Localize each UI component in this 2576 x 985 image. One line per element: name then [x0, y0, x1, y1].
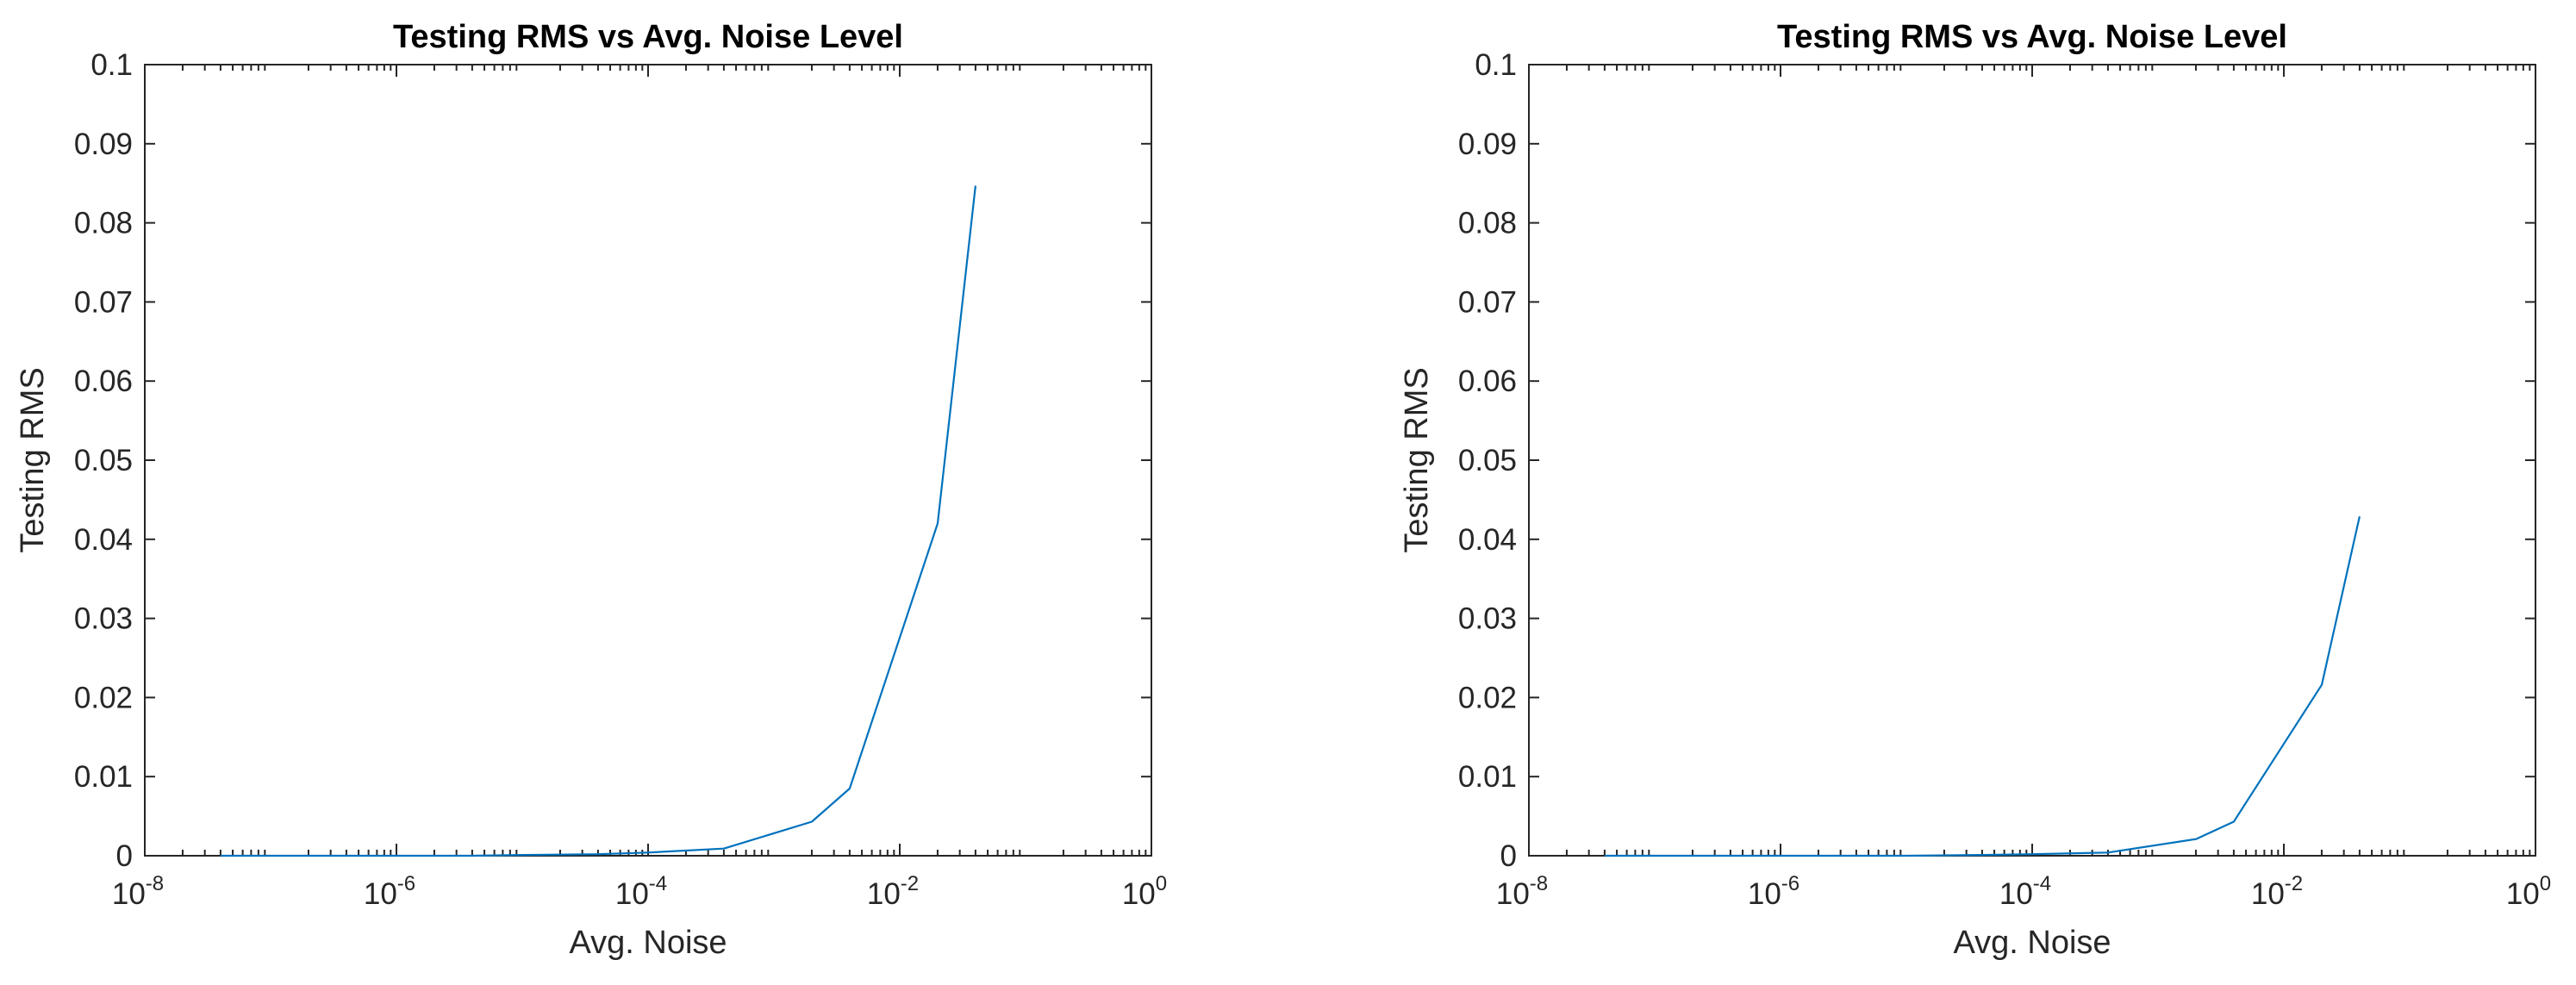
y-tick-label: 0.1 — [90, 48, 133, 82]
chart-title: Testing RMS vs Avg. Noise Level — [1777, 19, 2287, 55]
x-tick-label-exponent: 0 — [1156, 872, 1167, 895]
y-tick-label: 0.06 — [1458, 365, 1517, 398]
x-tick-label-exponent: -2 — [901, 872, 919, 895]
x-tick-label: 10-8 — [112, 872, 164, 911]
x-tick-label-base: 10 — [867, 877, 901, 911]
y-tick-label: 0.03 — [74, 602, 133, 636]
x-tick-label: 10-4 — [1999, 872, 2051, 911]
x-axis-label: Avg. Noise — [569, 925, 727, 961]
x-tick-label-base: 10 — [112, 877, 146, 911]
x-tick-label-exponent: -4 — [2033, 872, 2051, 895]
y-tick-label: 0.01 — [74, 760, 133, 794]
y-tick-label: 0.04 — [1458, 523, 1517, 557]
x-tick-label-exponent: -8 — [1530, 872, 1548, 895]
plot-area-frame — [1528, 64, 2536, 857]
x-tick-label-exponent: 0 — [2540, 872, 2551, 895]
x-tick-label-base: 10 — [1496, 877, 1530, 911]
x-tick-label-base: 10 — [364, 877, 397, 911]
y-tick-label: 0 — [116, 839, 133, 873]
plot-area-frame — [144, 64, 1152, 857]
x-tick-label-base: 10 — [1999, 877, 2033, 911]
x-tick-label-base: 10 — [2506, 877, 2540, 911]
x-tick-label: 10-2 — [867, 872, 919, 911]
x-tick-label: 10-6 — [1748, 872, 1799, 911]
y-tick-label: 0.09 — [74, 128, 133, 161]
x-tick-label-base: 10 — [1748, 877, 1781, 911]
y-tick-label: 0.1 — [1475, 48, 1517, 82]
y-tick-label: 0.06 — [74, 365, 133, 398]
x-tick-label-exponent: -6 — [1781, 872, 1799, 895]
series-line — [220, 185, 976, 857]
x-tick-label-exponent: -2 — [2285, 872, 2303, 895]
series-line — [1604, 515, 2361, 857]
y-tick-label: 0.04 — [74, 523, 133, 557]
x-tick-label: 10-2 — [2251, 872, 2303, 911]
y-tick-label: 0.05 — [74, 444, 133, 477]
y-tick-label: 0.08 — [1458, 207, 1517, 240]
x-tick-label: 10-6 — [364, 872, 415, 911]
y-tick-label: 0.02 — [1458, 681, 1517, 714]
x-axis-label: Avg. Noise — [1953, 925, 2111, 961]
x-tick-label: 10-8 — [1496, 872, 1548, 911]
x-tick-label-base: 10 — [2251, 877, 2285, 911]
y-tick-label: 0 — [1500, 839, 1517, 873]
y-tick-label: 0.09 — [1458, 128, 1517, 161]
chart-panel-right: 0 0.01 0.02 0.03 0.04 0.05 0.06 0.07 0.08 0.09 0.1… — [1399, 19, 2551, 961]
chart-title: Testing RMS vs Avg. Noise Level — [393, 19, 903, 55]
chart-panel-left: 0 0.01 0.02 0.03 0.04 0.05 0.06 0.07 0.08 0.09 0.1… — [15, 19, 1167, 961]
x-tick-label: 100 — [2506, 872, 2551, 911]
y-tick-label: 0.08 — [74, 207, 133, 240]
x-tick-label-exponent: -4 — [649, 872, 667, 895]
x-tick-label-base: 10 — [1122, 877, 1156, 911]
y-tick-label: 0.05 — [1458, 444, 1517, 477]
x-tick-label: 100 — [1122, 872, 1167, 911]
x-tick-label: 10-4 — [615, 872, 667, 911]
x-tick-label-exponent: -6 — [397, 872, 415, 895]
y-axis-label: Testing RMS — [15, 367, 51, 552]
y-tick-label: 0.01 — [1458, 760, 1517, 794]
y-tick-label: 0.07 — [1458, 285, 1517, 319]
y-tick-label: 0.03 — [1458, 602, 1517, 636]
x-tick-label-exponent: -8 — [146, 872, 164, 895]
y-axis-label: Testing RMS — [1399, 367, 1435, 552]
x-tick-label-base: 10 — [615, 877, 649, 911]
y-tick-label: 0.02 — [74, 681, 133, 714]
y-tick-label: 0.07 — [74, 285, 133, 319]
